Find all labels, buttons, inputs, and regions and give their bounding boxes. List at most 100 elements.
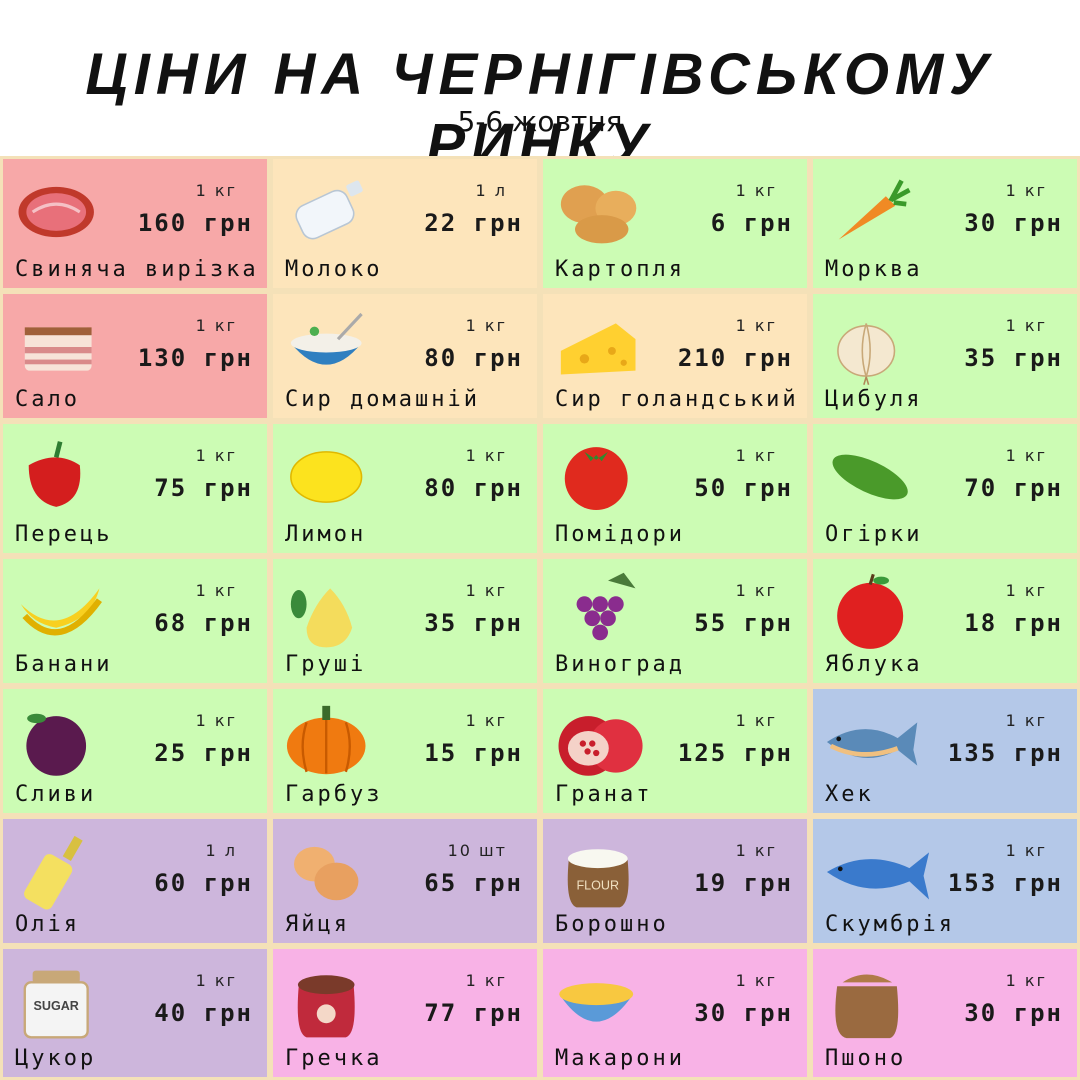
price-label: 80 грн (424, 344, 523, 372)
unit-label: 1 кг (465, 711, 507, 730)
product-name: Перець (15, 522, 113, 547)
product-name: Гречка (285, 1046, 383, 1071)
price-label: 19 грн (694, 869, 793, 897)
unit-label: 1 кг (735, 711, 777, 730)
svg-text:FLOUR: FLOUR (576, 878, 619, 892)
product-name: Пшоно (825, 1046, 907, 1071)
price-label: 30 грн (964, 999, 1063, 1027)
price-label: 50 грн (694, 474, 793, 502)
price-card: 1 кг 55 грн Виноград (540, 556, 810, 686)
hake-fish-icon (826, 722, 918, 766)
unit-label: 1 кг (195, 181, 237, 200)
price-card: 1 кг 35 грн Груші (270, 556, 540, 686)
product-name: Молоко (285, 257, 383, 282)
price-card: 1 кг 30 грн Макарони (540, 946, 810, 1080)
pumpkin-icon (286, 705, 366, 775)
potato-icon (560, 185, 637, 244)
unit-label: 1 л (205, 841, 237, 860)
product-name: Сир голандський (555, 387, 799, 412)
price-label: 30 грн (964, 209, 1063, 237)
price-label: 135 грн (947, 739, 1063, 767)
page-subtitle: 5-6 жовтня (457, 105, 623, 138)
price-card: 1 кг 130 грн Сало (0, 291, 270, 421)
pasta-bowl-icon (559, 983, 634, 1022)
svg-text:SUGAR: SUGAR (34, 999, 79, 1013)
price-card: FLOUR 1 кг 19 грн Борошно (540, 816, 810, 946)
product-name: Сало (15, 387, 80, 412)
price-label: 55 грн (694, 609, 793, 637)
tomato-icon (564, 447, 628, 510)
product-name: Огірки (825, 522, 923, 547)
cucumber-icon (832, 454, 908, 500)
product-name: Гарбуз (285, 782, 383, 807)
eggs-icon (294, 846, 359, 901)
price-card: 1 л 60 грн Олія (0, 816, 270, 946)
unit-label: 1 кг (1005, 581, 1047, 600)
lemon-icon (290, 451, 363, 503)
unit-label: 1 кг (735, 316, 777, 335)
unit-label: 1 кг (465, 446, 507, 465)
unit-label: 1 кг (195, 711, 237, 730)
price-label: 18 грн (964, 609, 1063, 637)
price-card: 1 кг 50 грн Помідори (540, 421, 810, 556)
product-name: Хек (825, 782, 874, 807)
price-label: 70 грн (964, 474, 1063, 502)
price-label: 210 грн (677, 344, 793, 372)
meat-icon (18, 186, 94, 238)
header: ЦІНИ НА ЧЕРНІГІВСЬКОМУ РИНКУ 5-6 жовтня (0, 0, 1080, 177)
price-label: 40 грн (154, 999, 253, 1027)
price-card: 1 кг 80 грн Сир домашній (270, 291, 540, 421)
cheese-icon (560, 323, 636, 375)
product-name: Цукор (15, 1046, 97, 1071)
unit-label: 1 кг (1005, 181, 1047, 200)
product-name: Виноград (555, 652, 685, 677)
product-name: Груші (285, 652, 367, 677)
price-card: 1 кг 75 грн Перець (0, 421, 270, 556)
millet-sack-icon (835, 974, 899, 1039)
price-card: 1 кг 25 грн Сливи (0, 686, 270, 816)
price-label: 22 грн (424, 209, 523, 237)
price-card: 1 кг 77 грн Гречка (270, 946, 540, 1080)
price-card: 10 шт 65 грн Яйця (270, 816, 540, 946)
product-name: Борошно (555, 912, 669, 937)
product-name: Скумбрія (825, 912, 955, 937)
product-name: Гранат (555, 782, 653, 807)
plum-icon (26, 713, 87, 776)
product-name: Лимон (285, 522, 367, 547)
product-name: Цибуля (825, 387, 923, 412)
product-name: Олія (15, 912, 80, 937)
price-card: 1 кг 18 грн Яблука (810, 556, 1080, 686)
price-label: 153 грн (947, 869, 1063, 897)
price-label: 77 грн (424, 999, 523, 1027)
milk-bottle-icon (295, 180, 363, 240)
sugar-jar-icon: SUGAR (23, 970, 89, 1039)
unit-label: 1 кг (735, 971, 777, 990)
unit-label: 1 л (475, 181, 507, 200)
price-card: 1 кг 80 грн Лимон (270, 421, 540, 556)
flour-sack-icon: FLOUR (567, 849, 629, 908)
price-label: 35 грн (424, 609, 523, 637)
pear-icon (290, 588, 353, 648)
price-label: 60 грн (154, 869, 253, 897)
pomegranate-icon (558, 716, 643, 776)
price-label: 160 грн (137, 209, 253, 237)
product-name: Яблука (825, 652, 923, 677)
price-card: 1 кг 70 грн Огірки (810, 421, 1080, 556)
price-card: 1 кг 15 грн Гарбуз (270, 686, 540, 816)
unit-label: 1 кг (195, 446, 237, 465)
price-label: 30 грн (694, 999, 793, 1027)
price-card: 1 кг 30 грн Пшоно (810, 946, 1080, 1080)
pepper-icon (28, 441, 81, 507)
unit-label: 1 кг (465, 316, 507, 335)
mackerel-fish-icon (826, 852, 930, 900)
price-card: 1 кг 153 грн Скумбрія (810, 816, 1080, 946)
price-label: 6 грн (710, 209, 793, 237)
grapes-icon (576, 572, 636, 641)
product-name: Морква (825, 257, 923, 282)
price-card: 1 л 22 грн Молоко (270, 156, 540, 291)
price-label: 80 грн (424, 474, 523, 502)
unit-label: 1 кг (1005, 446, 1047, 465)
oil-bottle-icon (24, 835, 83, 910)
unit-label: 1 кг (735, 581, 777, 600)
price-label: 15 грн (424, 739, 523, 767)
